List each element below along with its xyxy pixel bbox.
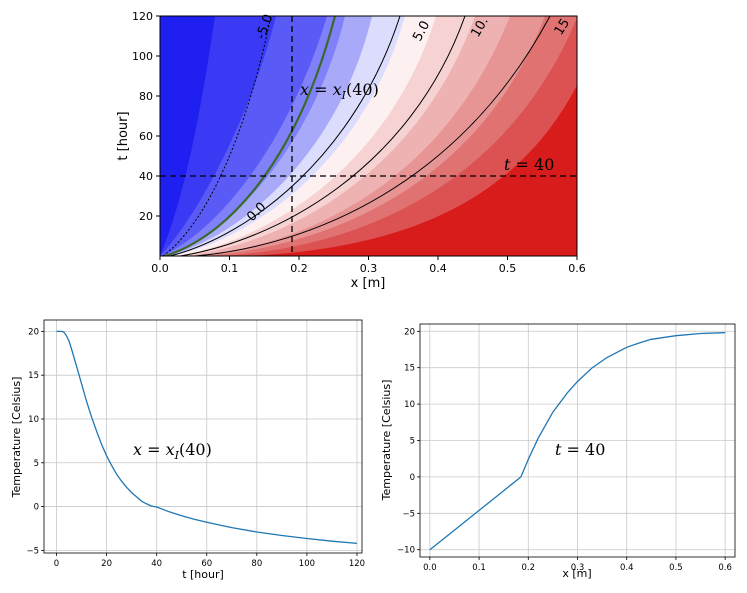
contour-ytick-label: 60 [139,130,153,143]
right-ytick-label: −10 [397,546,415,556]
right-y-axis-title: Temperature [Celsius] [380,380,393,502]
left-x-axis-title: t [hour] [182,568,224,581]
left-ytick-label: 0 [34,503,39,513]
right-xtick-label: 0.0 [423,563,437,573]
right-xtick-label: 0.6 [718,563,732,573]
left-grid [44,320,362,553]
contour-y-ticks: 20 40 60 80 100 120 [132,10,160,223]
vline-annotation: x = xI(40) [300,80,379,102]
right-ticks: 0.0 0.1 0.2 0.3 0.4 0.5 0.6 −10 −5 0 5 10 15 20 [397,327,732,573]
temperature-vs-time-chart: 0 20 40 60 80 100 120 −5 0 5 10 15 20 x = xI(40) t [… [10,319,365,581]
contour-xtick-label: 0.1 [221,262,239,275]
hline-annotation: t = 40 [504,155,554,174]
contour-x-ticks: 0.0 0.1 0.2 0.3 0.4 0.5 0.6 [151,256,586,275]
contour-chart: -5.0 0.0 5.0 10. 15 x = xI(40) t = 40 0.… [116,10,586,290]
contour-ytick-label: 20 [139,210,153,223]
left-plot-frame [43,319,363,554]
right-ytick-label: 10 [404,400,415,410]
right-xtick-label: 0.2 [522,563,536,573]
right-ytick-label: −5 [402,509,415,519]
left-ytick-label: −5 [26,546,39,556]
left-xtick-label: 20 [101,559,112,569]
right-series-line [429,332,726,551]
left-ytick-label: 15 [28,371,39,381]
left-xtick-label: 0 [54,559,59,569]
left-xtick-label: 120 [349,559,365,569]
right-ytick-label: 0 [410,473,415,483]
right-ytick-label: 5 [410,437,415,447]
contour-band-level-max [245,85,577,256]
right-x-axis-title: x [m] [562,567,591,580]
contour-ytick-label: 120 [132,10,153,23]
contour-xtick-label: 0.5 [499,262,517,275]
contour-line-labels: -5.0 0.0 5.0 10. 15 [244,12,573,224]
right-ytick-label: 15 [404,364,415,374]
contour-xtick-label: 0.3 [360,262,378,275]
left-ticks: 0 20 40 60 80 100 120 −5 0 5 10 15 20 [26,327,365,569]
contour-ytick-label: 80 [139,90,153,103]
left-ytick-label: 10 [28,415,39,425]
left-xtick-label: 80 [251,559,262,569]
contour-x-axis-title: x [m] [351,276,386,290]
contour-line-0 [164,16,337,256]
contour-plot-area [160,16,577,256]
contour-xtick-label: 0.2 [290,262,308,275]
contour-y-axis-title: t [hour] [116,111,131,160]
right-grid [420,324,735,557]
contour-line-minus-5 [162,16,272,256]
right-xtick-label: 0.1 [472,563,486,573]
right-xtick-label: 0.5 [669,563,683,573]
left-series-line [56,330,358,545]
left-annotation: x = xI(40) [133,440,212,462]
right-ytick-label: 20 [404,327,415,337]
right-annotation: t = 40 [555,440,605,459]
left-ytick-label: 5 [34,459,39,469]
contour-label-15: 15 [552,16,573,38]
right-xtick-label: 0.3 [571,563,585,573]
left-xtick-label: 40 [151,559,162,569]
contour-xtick-label: 0.4 [429,262,447,275]
contour-xtick-label: 0.6 [568,262,586,275]
right-xtick-label: 0.4 [620,563,634,573]
contour-line-10 [179,16,466,256]
contour-line-15 [194,16,551,256]
contour-xtick-label: 0.0 [151,262,169,275]
left-y-axis-title: Temperature [Celsius] [10,377,23,499]
left-xtick-label: 60 [201,559,212,569]
left-ytick-label: 20 [28,327,39,337]
temperature-vs-x-chart: 0.0 0.1 0.2 0.3 0.4 0.5 0.6 −10 −5 0 5 10 15 20 t = 4… [380,323,736,580]
contour-ytick-label: 40 [139,170,153,183]
contour-ytick-label: 100 [132,50,153,63]
contour-line-5 [169,16,401,256]
left-xtick-label: 100 [299,559,315,569]
